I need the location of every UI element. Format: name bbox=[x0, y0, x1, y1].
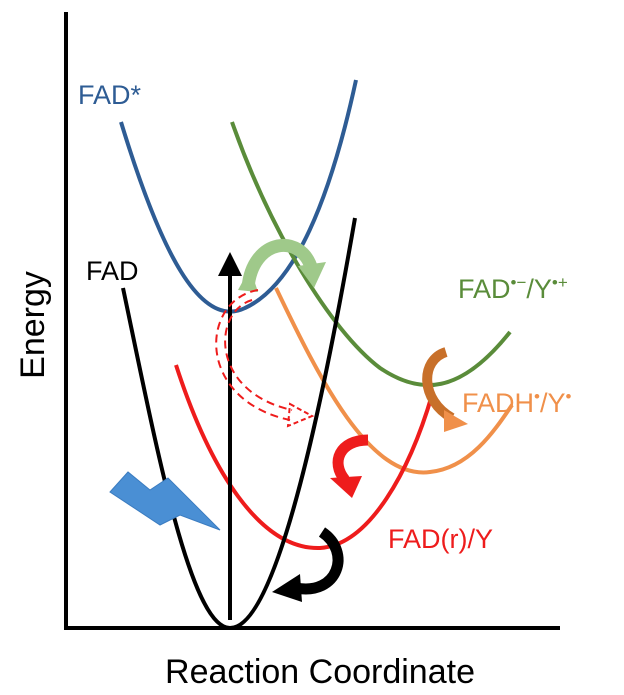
fadh-label-sup2: • bbox=[565, 387, 571, 406]
fadh-label: FADH•/Y• bbox=[462, 387, 571, 418]
y-axis-label: Energy bbox=[14, 271, 52, 379]
lightning-icon bbox=[110, 472, 220, 530]
fad-r-curve bbox=[176, 365, 432, 548]
fad-radical-label-main: FAD bbox=[458, 274, 511, 304]
fad-star-label: FAD* bbox=[78, 80, 142, 110]
fad-radical-label: FAD•−/Y•+ bbox=[458, 273, 568, 304]
black-curved-arrow-head bbox=[272, 574, 302, 602]
black-curved-arrow bbox=[296, 532, 338, 589]
red-dashed-arrow-inner bbox=[225, 300, 292, 410]
fad-label: FAD bbox=[86, 256, 139, 286]
fad-curve bbox=[123, 218, 355, 628]
fad-radical-label-mid: /Y bbox=[526, 274, 552, 304]
red-curved-arrow bbox=[338, 440, 368, 480]
red-curved-arrow-head bbox=[330, 476, 362, 498]
x-axis-label: Reaction Coordinate bbox=[165, 653, 475, 691]
red-dashed-arrow-head bbox=[288, 404, 312, 426]
fad-r-label: FAD(r)/Y bbox=[388, 524, 493, 554]
fad-radical-label-sup2: •+ bbox=[552, 273, 568, 292]
fadh-label-main: FADH bbox=[462, 388, 534, 418]
fadh-label-mid: /Y bbox=[540, 388, 566, 418]
fad-star-curve bbox=[121, 80, 356, 312]
excitation-arrow-head bbox=[218, 252, 242, 276]
fad-radical-label-sup1: •− bbox=[511, 273, 527, 292]
